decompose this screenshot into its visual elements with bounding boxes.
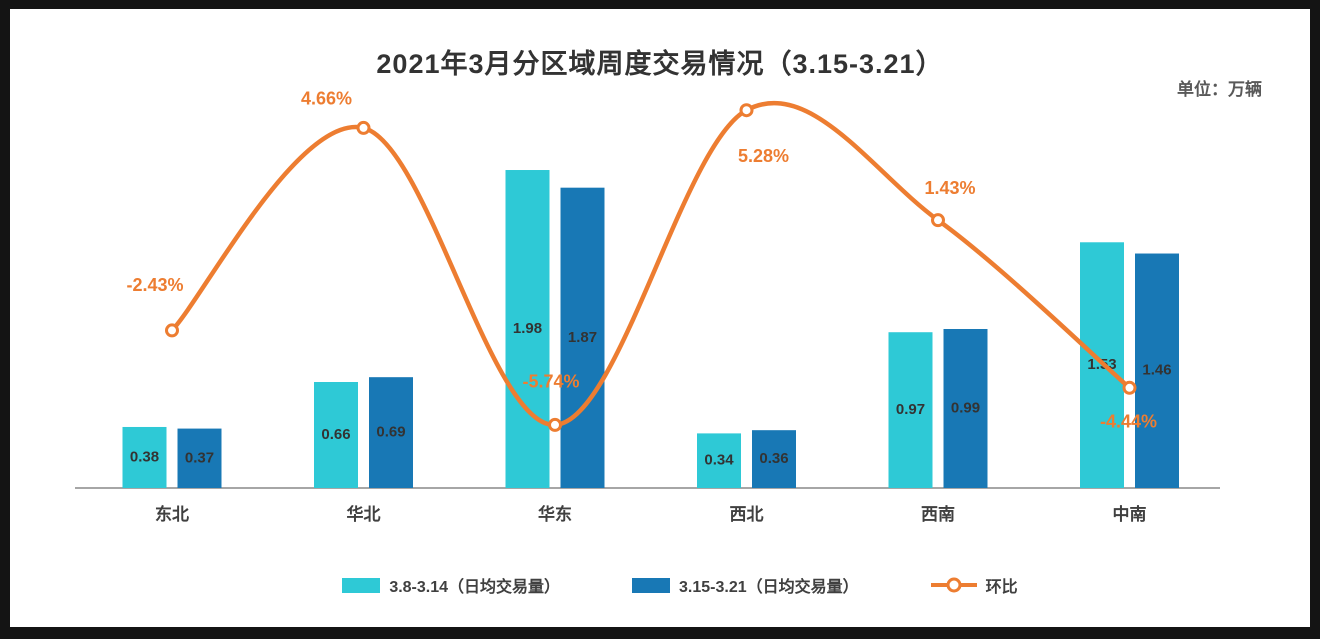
category-label-西南: 西南 — [921, 504, 955, 524]
legend-label-week1: 3.8-3.14（日均交易量） — [389, 579, 561, 596]
bar-value-label: 1.98 — [513, 320, 542, 337]
line-value-label: -5.74% — [522, 372, 579, 392]
unit-label: 单位：万辆 — [1177, 80, 1262, 99]
category-label-中南: 中南 — [1113, 504, 1147, 524]
bar-value-label: 0.97 — [896, 401, 925, 418]
plot-area: 0.380.661.980.340.971.530.370.691.870.36… — [75, 89, 1220, 524]
bar-s1-东北 — [122, 426, 167, 488]
line-marker-华北-icon — [356, 120, 371, 135]
legend-label-line: 环比 — [985, 579, 1018, 596]
bar-s1-西南 — [888, 332, 933, 488]
bar-s1-华北 — [314, 382, 358, 488]
line-value-label: 5.28% — [738, 146, 789, 166]
chart-title: 2021年3月分区域周度交易情况（3.15-3.21） — [376, 49, 944, 79]
line-marker-中南-icon — [1122, 380, 1137, 395]
bar-value-label: 0.34 — [704, 452, 734, 469]
chart-canvas: 2021年3月分区域周度交易情况（3.15-3.21） 单位：万辆 0.38 0.… — [10, 9, 1310, 627]
category-label-华北: 华北 — [347, 504, 381, 524]
bar-s1-华东 — [505, 170, 550, 488]
legend-swatch-week2-icon — [632, 577, 671, 593]
bar-value-label: 0.99 — [951, 399, 980, 416]
line-marker-华东-icon — [548, 417, 562, 432]
bar-value-label: 0.37 — [185, 449, 214, 466]
bar-s2-华东 — [560, 187, 605, 489]
bar-s2-西南 — [943, 329, 988, 488]
bar-value-label: 0.36 — [759, 450, 788, 467]
bar-s2-西北 — [752, 430, 796, 488]
line-marker-西北-icon — [739, 103, 754, 118]
bar-s2-东北 — [177, 428, 222, 488]
bar-s1-西北 — [697, 433, 741, 488]
line-marker-东北-icon — [165, 323, 179, 338]
bar-s2-华北 — [369, 377, 413, 488]
category-label-华东: 华东 — [538, 504, 572, 524]
bar-value-label: 1.46 — [1142, 362, 1171, 379]
category-label-东北: 东北 — [155, 504, 189, 524]
legend-label-week2: 3.15-3.21（日均交易量） — [679, 579, 859, 596]
category-label-西北: 西北 — [730, 505, 764, 524]
line-marker-西南-icon — [931, 213, 945, 228]
bar-value-label: 0.69 — [376, 424, 405, 441]
bar-s2-中南 — [1135, 253, 1179, 488]
legend-item-line: 环比 — [930, 573, 1018, 597]
line-value-label: -4.44% — [1100, 412, 1157, 432]
legend: 3.8-3.14（日均交易量） 3.15-3.21（日均交易量） 环比 — [10, 573, 1310, 597]
bar-value-label: 0.66 — [321, 426, 350, 443]
line-value-label: 1.43% — [924, 178, 975, 198]
legend-swatch-week1-icon — [342, 577, 381, 593]
line-value-label: -2.43% — [126, 275, 183, 295]
legend-line-marker-icon — [930, 583, 977, 587]
legend-item-week2: 3.15-3.21（日均交易量） — [632, 573, 859, 597]
line-value-label: 4.66% — [301, 89, 352, 109]
legend-item-week1: 3.8-3.14（日均交易量） — [342, 573, 560, 597]
bar-value-label: 1.87 — [568, 329, 597, 346]
bar-value-label: 0.38 — [130, 448, 159, 465]
